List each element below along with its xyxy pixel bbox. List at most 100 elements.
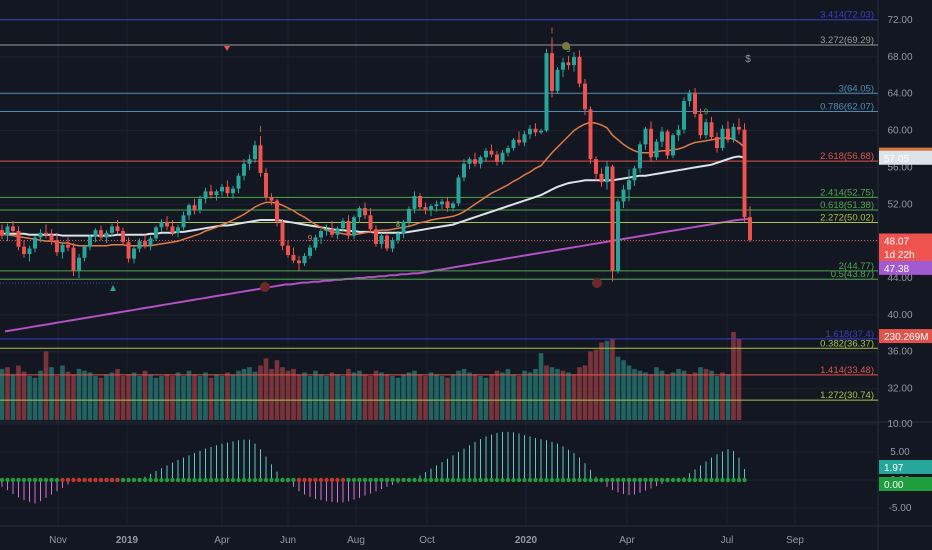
volume-bar [307, 376, 313, 420]
sequential-count-label: I [551, 27, 553, 36]
candle-body [418, 195, 422, 208]
zero-dot [153, 477, 159, 483]
price-axis-tick: 52.00 [887, 199, 912, 210]
volume-bar [632, 368, 637, 420]
fib-level-label: 1.272(30.74) [820, 390, 874, 401]
fib-level-label: 3.272(69.29) [820, 35, 874, 46]
volume-bar [731, 332, 736, 420]
price-badge [879, 329, 932, 344]
volume-bar [549, 367, 555, 420]
volume-bar [670, 372, 676, 420]
candle-body [324, 229, 329, 232]
zero-dot [489, 477, 494, 483]
volume-bar [588, 351, 593, 420]
volume-bar [373, 370, 379, 420]
zero-dot [681, 477, 687, 483]
candle-body [104, 232, 109, 238]
candle-body [676, 129, 681, 136]
candle-body [511, 139, 516, 149]
zero-dot [65, 477, 71, 483]
volume-bar [401, 374, 406, 420]
zero-dot [527, 477, 533, 483]
volume-bar [258, 365, 263, 420]
candle-body [115, 226, 120, 232]
candle-body [555, 69, 560, 91]
volume-bar [49, 367, 54, 420]
volume-bar [599, 342, 604, 420]
zero-dot [522, 477, 527, 483]
zero-dot [505, 477, 511, 483]
volume-bar [329, 372, 335, 420]
candle-body [715, 137, 719, 149]
zero-dot [533, 477, 538, 483]
zero-dot [445, 477, 450, 483]
volume-bar [615, 356, 621, 420]
candle-body [269, 196, 274, 201]
candle-body [357, 207, 362, 218]
candle-body [484, 150, 488, 158]
price-badge [879, 260, 932, 275]
candle-body [5, 226, 10, 236]
volume-bar [159, 376, 164, 420]
zero-dot [219, 477, 225, 483]
fib-level-label: 2.414(52.75) [820, 187, 874, 198]
candle-body [643, 128, 648, 145]
volume-bar [626, 365, 632, 420]
candle-body [583, 83, 587, 110]
zero-dot [318, 477, 324, 483]
price-badge-label: 1d 22h [884, 250, 915, 261]
volume-bar [643, 372, 648, 420]
candle-body [594, 159, 598, 174]
zero-dot [120, 477, 126, 483]
candle-body [22, 246, 26, 255]
volume-bar [736, 339, 742, 420]
candle-body [264, 172, 268, 197]
candle-body [720, 128, 725, 149]
zero-dot [241, 477, 247, 483]
volume-bar [76, 368, 82, 420]
zero-dot [258, 477, 263, 483]
zero-dot [362, 477, 368, 483]
zero-dot [131, 477, 137, 483]
candle-body [77, 257, 81, 271]
zero-dot [98, 477, 104, 483]
volume-bar [104, 374, 109, 420]
candle-body [665, 131, 670, 156]
zero-dot [736, 477, 742, 483]
candle-body [599, 173, 604, 183]
volume-bar [423, 376, 428, 420]
candle-body [726, 128, 730, 140]
volume-bar [65, 371, 71, 420]
candle-body [660, 131, 664, 142]
zero-dot [115, 477, 120, 483]
volume-bar [621, 360, 626, 420]
zero-dot [670, 477, 676, 483]
price-axis-tick: 72.00 [887, 15, 912, 26]
zero-dot [483, 477, 489, 483]
zero-dot [549, 477, 555, 483]
zero-dot [148, 477, 153, 483]
candle-body [154, 227, 158, 239]
zero-dot [450, 477, 456, 483]
volume-bar [467, 372, 472, 420]
oscillator-axis-tick: 5.00 [890, 447, 910, 458]
zero-dot [516, 477, 522, 483]
candle-body [495, 154, 499, 162]
candle-body [473, 159, 477, 164]
volume-bar [291, 368, 296, 420]
zero-dot [307, 477, 313, 483]
candle-body [198, 198, 202, 210]
zero-dot [593, 477, 599, 483]
price-axis-tick: 68.00 [887, 52, 912, 63]
candle-body [550, 53, 554, 91]
candle-body [192, 205, 197, 210]
volume-bar [71, 374, 76, 420]
candle-body [88, 236, 92, 247]
oscillator-badge [879, 459, 932, 474]
zero-dot [214, 477, 219, 483]
volume-bar [610, 339, 615, 420]
candle-body [561, 62, 565, 70]
volume-bar [60, 365, 65, 420]
